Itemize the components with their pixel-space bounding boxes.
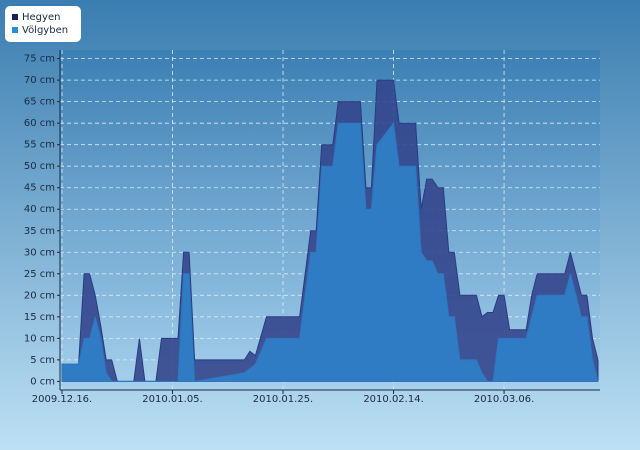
y-tick-label: 10 cm [24, 333, 55, 344]
legend-label: Völgyben [22, 25, 68, 36]
y-tick-label: 50 cm [24, 161, 55, 172]
y-tick-label: 35 cm [24, 226, 55, 237]
y-tick-label: 45 cm [24, 183, 55, 194]
y-tick-label: 5 cm [30, 355, 55, 366]
legend-label: Hegyen [22, 12, 60, 23]
y-tick-label: 55 cm [24, 140, 55, 151]
x-tick-label: 2010.01.25. [253, 394, 313, 405]
y-tick-label: 25 cm [24, 269, 55, 280]
legend: Hegyen Völgyben [5, 6, 81, 42]
y-tick-label: 15 cm [24, 312, 55, 323]
x-tick-label: 2009.12.16. [32, 394, 92, 405]
y-tick-label: 65 cm [24, 97, 55, 108]
area [61, 121, 599, 382]
y-tick-label: 75 cm [24, 54, 55, 65]
legend-swatch [12, 14, 18, 20]
x-tick-label: 2010.01.05. [142, 394, 202, 405]
y-tick-label: 20 cm [24, 290, 55, 301]
y-tick-label: 0 cm [30, 376, 55, 387]
y-tick-label: 40 cm [24, 204, 55, 215]
x-tick-label: 2010.02.14. [363, 394, 423, 405]
y-tick-label: 60 cm [24, 118, 55, 129]
legend-box [5, 6, 81, 42]
legend-swatch [12, 27, 18, 33]
y-tick-label: 70 cm [24, 75, 55, 86]
x-tick-label: 2010.03.06. [474, 394, 534, 405]
y-tick-label: 30 cm [24, 247, 55, 258]
